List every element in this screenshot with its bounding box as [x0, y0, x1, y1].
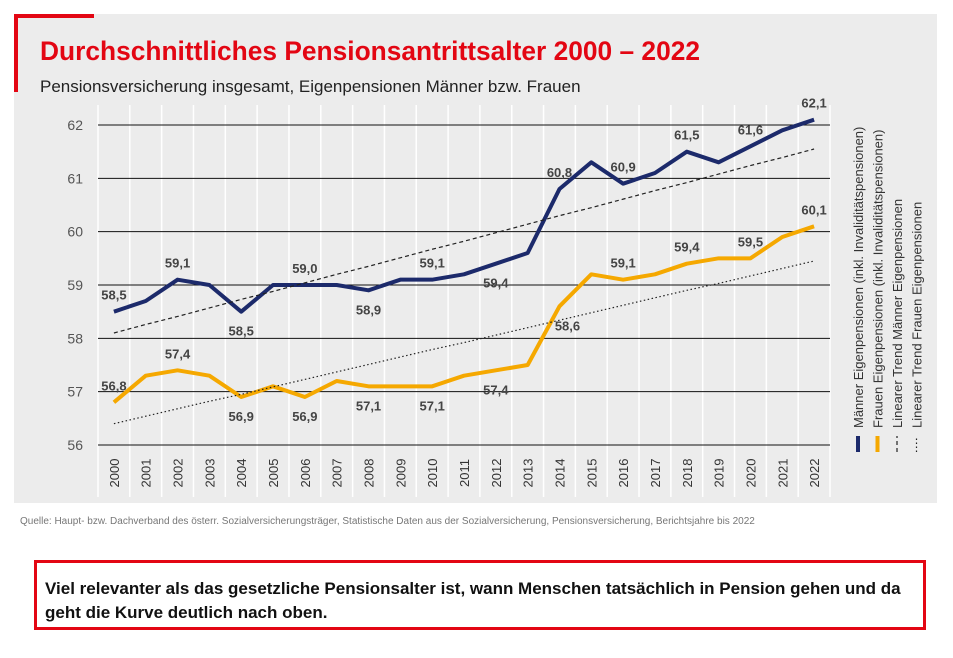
data-label: 56,9: [229, 409, 254, 424]
chart: Durchschnittliches Pensionsantrittsalter…: [14, 14, 937, 527]
x-tick-label: 2010: [425, 459, 440, 488]
y-tick-label: 60: [67, 224, 83, 240]
x-tick-label: 2006: [298, 459, 313, 488]
y-tick-label: 59: [67, 277, 83, 293]
y-tick-label: 56: [67, 437, 83, 453]
data-label: 61,5: [674, 128, 699, 143]
x-tick-label: 2019: [712, 459, 727, 488]
legend-label: Männer Eigenpensionen (inkl. Invalidität…: [851, 127, 866, 428]
x-tick-label: 2013: [521, 459, 536, 488]
x-tick-label: 2005: [266, 459, 281, 488]
x-tick-label: 2002: [171, 459, 186, 488]
series-line: [112, 224, 815, 404]
x-tick-label: 2007: [330, 459, 345, 488]
x-tick-label: 2003: [202, 459, 217, 488]
x-tick-label: 2001: [139, 459, 154, 488]
subtitle: Pensionsversicherung insgesamt, Eigenpen…: [40, 77, 581, 96]
y-tick-label: 58: [67, 330, 83, 346]
y-tick-label: 57: [67, 384, 83, 400]
x-tick-label: 2000: [107, 459, 122, 488]
data-label: 59,4: [483, 276, 509, 291]
x-tick-label: 2020: [743, 459, 758, 488]
x-tick-label: 2021: [775, 459, 790, 488]
data-label: 59,1: [610, 256, 635, 271]
data-label: 60,8: [547, 165, 572, 180]
data-label: 57,1: [420, 398, 445, 413]
data-label: 59,0: [292, 261, 317, 276]
data-label: 59,1: [420, 256, 445, 271]
data-label: 57,1: [356, 398, 381, 413]
data-label: 59,4: [674, 240, 700, 255]
x-tick-label: 2022: [807, 459, 822, 488]
data-label: 56,8: [101, 378, 126, 393]
data-label: 59,1: [165, 256, 190, 271]
data-label: 58,5: [101, 288, 126, 303]
data-label: 59,5: [738, 234, 763, 249]
chart-title: Durchschnittliches Pensionsantrittsalter…: [40, 36, 700, 66]
source: Quelle: Haupt- bzw. Dachverband des öste…: [20, 516, 755, 527]
note: Viel relevanter als das gesetzliche Pens…: [34, 560, 926, 630]
legend-label: Linearer Trend Frauen Eigenpensionen: [910, 202, 925, 428]
data-label: 60,9: [610, 160, 635, 175]
x-tick-label: 2009: [393, 459, 408, 488]
x-tick-label: 2016: [616, 459, 631, 488]
x-tick-label: 2015: [584, 459, 599, 488]
data-label: 60,1: [801, 202, 826, 217]
x-tick-label: 2014: [552, 459, 567, 488]
legend-label: Linearer Trend Männer Eigenpensionen: [890, 199, 905, 428]
accent: [14, 14, 94, 18]
x-tick-label: 2012: [489, 459, 504, 488]
data-label: 61,6: [738, 122, 763, 137]
y-tick-label: 62: [67, 117, 83, 133]
legend-label: Frauen Eigenpensionen (inkl. Invalidität…: [871, 130, 886, 428]
accent: [14, 14, 18, 92]
series-line: [113, 148, 815, 334]
data-label: 58,5: [229, 324, 254, 339]
data-label: 57,4: [483, 382, 509, 397]
x-tick-label: 2004: [234, 459, 249, 488]
x-tick-label: 2018: [680, 459, 695, 488]
x-tick-label: 2011: [457, 459, 472, 487]
data-label: 56,9: [292, 409, 317, 424]
data-label: 62,1: [801, 96, 826, 111]
x-tick-label: 2008: [362, 459, 377, 488]
x-tick-label: 2017: [648, 459, 663, 488]
data-label: 58,9: [356, 302, 381, 317]
data-label: 58,6: [555, 318, 580, 333]
data-label: 57,4: [165, 346, 191, 361]
y-tick-label: 61: [67, 170, 83, 186]
